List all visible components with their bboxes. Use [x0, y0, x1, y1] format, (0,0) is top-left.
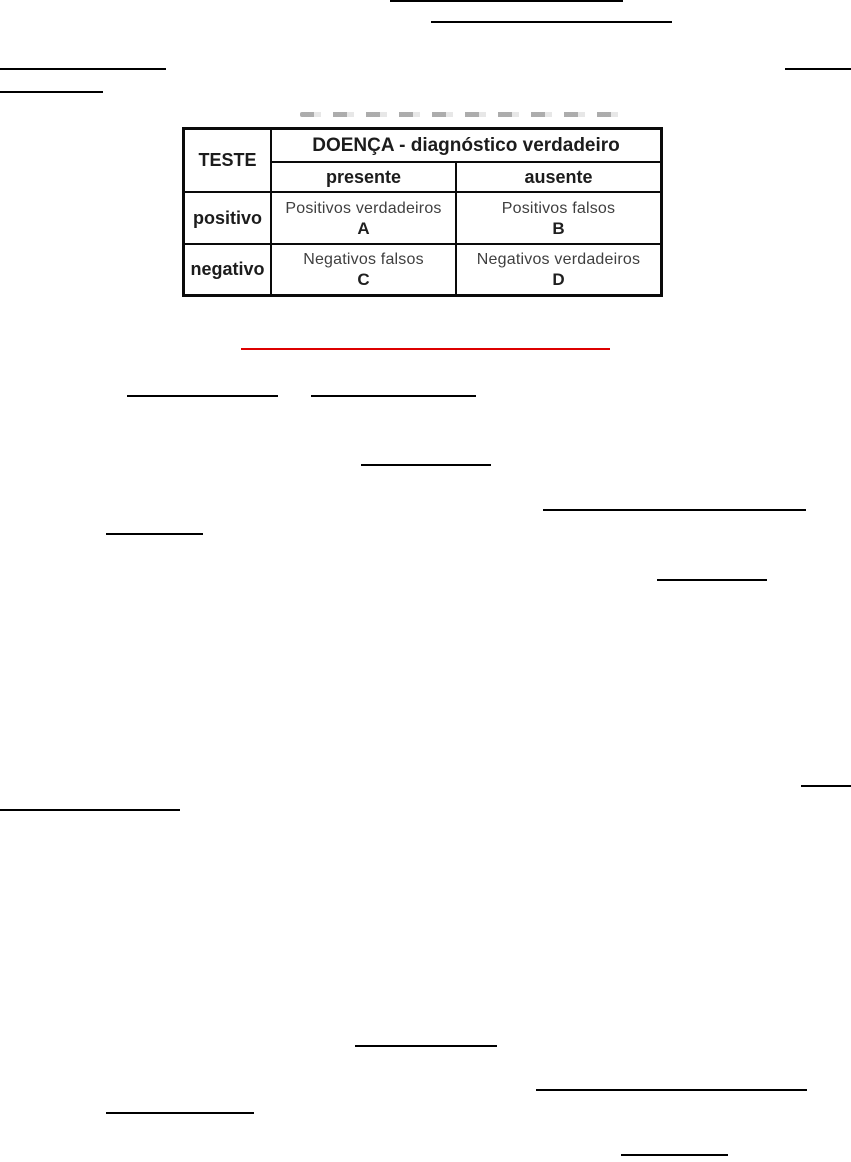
underline-rule — [106, 1112, 254, 1114]
cell-letter: C — [357, 270, 370, 289]
underline-rule — [0, 91, 103, 93]
underline-rule — [0, 809, 180, 811]
underline-rule — [106, 533, 203, 535]
diagnostic-test-table-image: TESTE DOENÇA - diagnóstico verdadeiro pr… — [182, 127, 663, 297]
table-header-row-2: presente ausente — [184, 161, 663, 193]
table-group-header: DOENÇA - diagnóstico verdadeiro — [270, 127, 663, 163]
cell-letter: B — [552, 218, 565, 238]
table-row-positivo: positivo Positivos verdadeiros A Positiv… — [182, 191, 663, 245]
table-row-negativo: negativo Negativos falsos C Negativos ve… — [182, 243, 663, 297]
cell-false-negatives: Negativos falsos C — [270, 243, 457, 297]
underline-rule — [127, 395, 278, 397]
red-underline — [241, 348, 610, 350]
underline-rule — [543, 509, 806, 511]
underline-rule — [361, 464, 491, 466]
table-header-row-1: TESTE DOENÇA - diagnóstico verdadeiro — [182, 127, 663, 193]
table-col-header-presente: presente — [270, 161, 457, 193]
underline-rule — [621, 1154, 728, 1156]
cell-letter: D — [552, 270, 565, 289]
row-label-positivo: positivo — [182, 191, 272, 245]
cell-text: Positivos falsos — [501, 199, 616, 217]
cell-true-positives: Positivos verdadeiros A — [270, 191, 457, 245]
cell-false-positives: Positivos falsos B — [455, 191, 663, 245]
cell-text: Positivos verdadeiros — [285, 199, 442, 217]
underline-rule — [785, 68, 851, 70]
underline-rule — [657, 579, 767, 581]
table-col-header-ausente: ausente — [455, 161, 663, 193]
cell-letter: A — [357, 218, 370, 238]
underline-rule — [355, 1045, 497, 1047]
cell-true-negatives: Negativos verdadeiros D — [455, 243, 663, 297]
underline-rule — [0, 68, 166, 70]
underline-rule — [536, 1089, 807, 1091]
table-corner-header: TESTE — [182, 127, 272, 193]
underline-rule — [801, 785, 851, 787]
row-label-negativo: negativo — [182, 243, 272, 297]
underline-rule — [431, 21, 672, 23]
cell-text: Negativos falsos — [303, 251, 424, 268]
underline-rule — [390, 0, 623, 2]
cropped-caption-fragment — [300, 112, 622, 117]
underline-rule — [311, 395, 476, 397]
cell-text: Negativos verdadeiros — [476, 251, 641, 268]
